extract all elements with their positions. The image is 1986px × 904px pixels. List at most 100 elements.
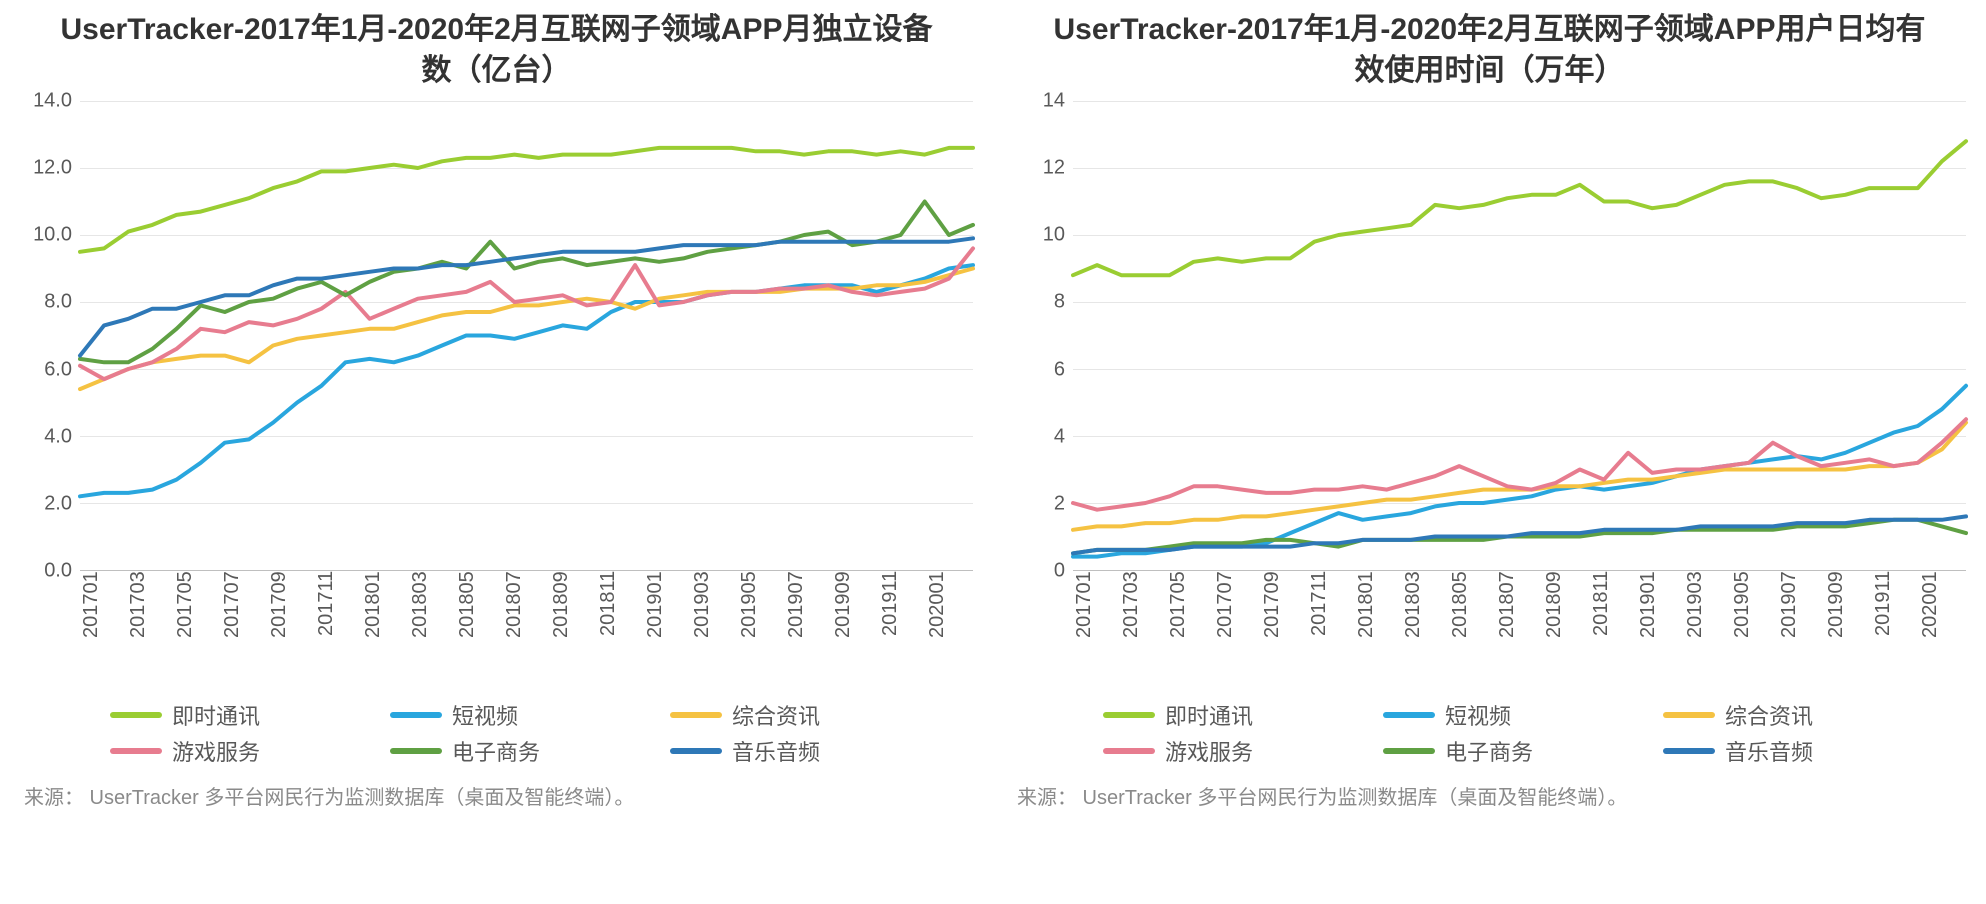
x-tick: 201701 (80, 571, 127, 691)
x-tick: 201703 (1120, 571, 1167, 691)
x-tick: 201709 (268, 571, 315, 691)
x-tick: 201903 (1684, 571, 1731, 691)
legend-right: 即时通讯 短视频 综合资讯游戏服务 电子商务 音乐音频 (1013, 699, 1966, 767)
x-tick: 201907 (785, 571, 832, 691)
x-tick: 201701 (1073, 571, 1120, 691)
series-line-music (1073, 516, 1966, 553)
x-tick: 201705 (174, 571, 221, 691)
chart-title: UserTracker-2017年1月-2020年2月互联网子领域APP月独立设… (20, 10, 973, 91)
legend-item-ecom: 电子商务 (1383, 735, 1623, 767)
series-line-ecom (80, 202, 973, 363)
series-line-music (80, 238, 973, 355)
legend-swatch (670, 748, 722, 754)
x-tick: 201809 (550, 571, 597, 691)
legend-label: 游戏服务 (172, 735, 260, 767)
x-tick: 201905 (738, 571, 785, 691)
y-tick: 0 (1054, 560, 1065, 583)
x-tick: 201811 (597, 571, 644, 691)
legend-item-im: 即时通讯 (110, 699, 350, 731)
x-axis-right: 2017012017032017052017072017092017112018… (1013, 571, 1966, 691)
legend-swatch (1103, 748, 1155, 754)
y-tick: 0.0 (44, 560, 72, 583)
legend-swatch (670, 712, 722, 718)
x-tick: 201909 (1825, 571, 1872, 691)
legend-label: 即时通讯 (1165, 699, 1253, 731)
y-tick: 10.0 (33, 224, 72, 247)
x-tick: 201707 (1214, 571, 1261, 691)
legend-swatch (110, 712, 162, 718)
x-tick: 202001 (1919, 571, 1966, 691)
x-tick: 201711 (315, 571, 362, 691)
y-tick: 10 (1043, 224, 1065, 247)
x-tick: 201805 (456, 571, 503, 691)
legend-swatch (110, 748, 162, 754)
y-tick: 2 (1054, 492, 1065, 515)
x-tick: 201705 (1167, 571, 1214, 691)
x-tick: 201803 (409, 571, 456, 691)
legend-item-game: 游戏服务 (110, 735, 350, 767)
plot-area-right (1073, 101, 1966, 571)
y-tick: 6.0 (44, 358, 72, 381)
y-tick: 8 (1054, 291, 1065, 314)
legend-item-shortvideo: 短视频 (1383, 699, 1623, 731)
x-tick: 201911 (879, 571, 926, 691)
y-tick: 12 (1043, 157, 1065, 180)
x-tick: 201707 (221, 571, 268, 691)
y-axis-right: 02468101214 (1013, 101, 1073, 571)
y-tick: 4.0 (44, 425, 72, 448)
x-tick: 201911 (1872, 571, 1919, 691)
legend-item-game: 游戏服务 (1103, 735, 1343, 767)
y-tick: 14.0 (33, 90, 72, 113)
chart-title: UserTracker-2017年1月-2020年2月互联网子领域APP用户日均… (1013, 10, 1966, 91)
x-tick: 201907 (1778, 571, 1825, 691)
legend-item-shortvideo: 短视频 (390, 699, 630, 731)
legend-label: 短视频 (1445, 699, 1511, 731)
legend-swatch (1103, 712, 1155, 718)
y-tick: 4 (1054, 425, 1065, 448)
line-svg-right (1073, 101, 1966, 570)
legend-label: 电子商务 (452, 735, 540, 767)
legend-label: 音乐音频 (732, 735, 820, 767)
legend-item-news: 综合资讯 (1663, 699, 1903, 731)
x-tick: 201709 (1261, 571, 1308, 691)
legend-label: 短视频 (452, 699, 518, 731)
legend-label: 电子商务 (1445, 735, 1533, 767)
legend-item-ecom: 电子商务 (390, 735, 630, 767)
x-tick: 201809 (1543, 571, 1590, 691)
legend-label: 综合资讯 (732, 699, 820, 731)
legend-item-music: 音乐音频 (670, 735, 910, 767)
series-line-im (1073, 141, 1966, 275)
legend-item-im: 即时通讯 (1103, 699, 1343, 731)
legend-label: 综合资讯 (1725, 699, 1813, 731)
y-tick: 8.0 (44, 291, 72, 314)
chart-plot: 0.02.04.06.08.010.012.014.0 (20, 101, 973, 571)
x-tick: 201711 (1308, 571, 1355, 691)
y-axis-left: 0.02.04.06.08.010.012.014.0 (20, 101, 80, 571)
legend-left: 即时通讯 短视频 综合资讯游戏服务 电子商务 音乐音频 (20, 699, 973, 767)
legend-item-music: 音乐音频 (1663, 735, 1903, 767)
x-axis-left: 2017012017032017052017072017092017112018… (20, 571, 973, 691)
legend-label: 游戏服务 (1165, 735, 1253, 767)
x-tick: 201801 (362, 571, 409, 691)
x-tick: 201901 (1637, 571, 1684, 691)
legend-swatch (1383, 748, 1435, 754)
chart-panel-left: UserTracker-2017年1月-2020年2月互联网子领域APP月独立设… (20, 10, 973, 894)
x-tick: 201905 (1731, 571, 1778, 691)
x-tick: 201903 (691, 571, 738, 691)
legend-item-news: 综合资讯 (670, 699, 910, 731)
series-line-news (1073, 423, 1966, 530)
legend-swatch (390, 748, 442, 754)
y-tick: 12.0 (33, 157, 72, 180)
y-tick: 14 (1043, 90, 1065, 113)
line-svg-left (80, 101, 973, 570)
y-tick: 2.0 (44, 492, 72, 515)
x-tick: 201901 (644, 571, 691, 691)
x-tick: 201801 (1355, 571, 1402, 691)
legend-label: 音乐音频 (1725, 735, 1813, 767)
legend-label: 即时通讯 (172, 699, 260, 731)
legend-swatch (390, 712, 442, 718)
x-tick: 201807 (1496, 571, 1543, 691)
chart-plot: 02468101214 (1013, 101, 1966, 571)
plot-area-left (80, 101, 973, 571)
x-tick: 201811 (1590, 571, 1637, 691)
